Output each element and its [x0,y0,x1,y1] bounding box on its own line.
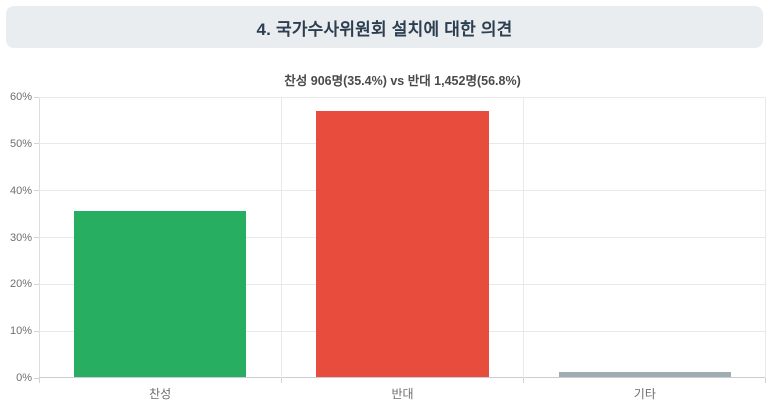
v-gridline [280,97,282,378]
y-axis-tick-label: 30% [9,231,32,244]
y-axis-tick-mark [34,283,39,285]
v-gridline [764,97,766,378]
x-axis-tick-mark [38,378,40,383]
y-axis-tick-mark [34,377,39,379]
y-axis-tick-label: 60% [9,91,32,103]
y-axis-tick-mark [34,237,39,238]
x-axis-tick-mark [280,378,282,383]
x-axis-line [39,377,766,378]
y-axis-tick-mark [34,190,39,192]
y-axis-tick-mark [34,330,39,332]
plot-area: 0% 10% 20% 30% 40% 50% 60% 찬성 반대 기타 [10,91,766,401]
bar-other [558,372,731,377]
x-axis-label: 찬성 [149,387,172,401]
y-axis-tick-label: 40% [9,184,32,197]
y-axis-tick-label: 20% [9,278,32,291]
x-axis-label: 반대 [391,387,414,401]
page-title: 4. 국가수사위원회 설치에 대한 의견 [256,19,513,39]
y-axis-tick-label: 0% [16,372,32,384]
y-axis-tick-mark [34,96,39,98]
bar-agree [74,211,247,377]
y-axis-tick-label: 10% [9,325,32,338]
bar-oppose [316,111,489,377]
chart-subtitle: 찬성 906명(35.4%) vs 반대 1,452명(56.8%) [284,74,521,88]
h-gridline [39,96,766,98]
y-axis-tick-mark [34,143,39,145]
x-axis-tick-mark [764,378,766,383]
v-gridline [523,97,525,378]
chart-header: 4. 국가수사위원회 설치에 대한 의견 [6,6,763,48]
x-axis-label: 기타 [633,387,656,401]
x-axis-tick-mark [523,378,525,383]
y-axis-tick-label: 50% [9,137,32,150]
